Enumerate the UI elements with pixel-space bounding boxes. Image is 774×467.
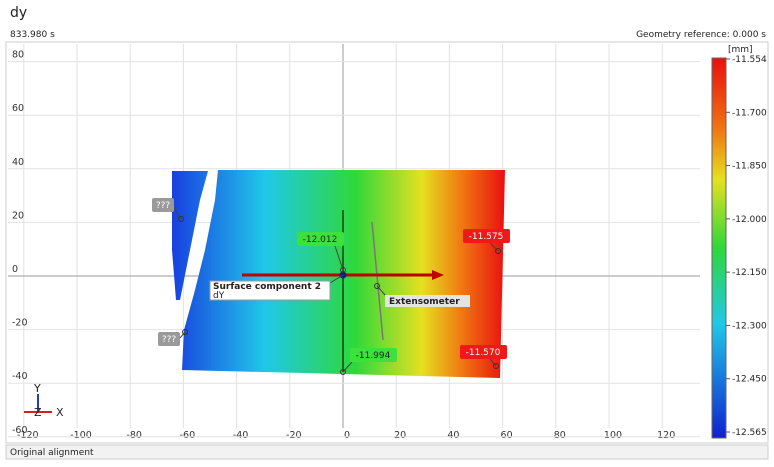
x-tick-label: -20 <box>286 430 302 441</box>
point-marker <box>178 216 184 222</box>
leader <box>489 358 497 367</box>
label-box <box>350 348 397 362</box>
point-value: -11.994 <box>356 351 391 361</box>
point-marker <box>182 329 188 335</box>
colorbar-label: -12.150 <box>732 268 767 278</box>
unknown-label: ??? <box>156 201 171 211</box>
colorbar-label: -12.565 <box>732 428 767 438</box>
y-tick-label: 80 <box>12 50 24 61</box>
point-value: -12.012 <box>303 235 338 245</box>
x-tick-label: 120 <box>657 430 675 441</box>
coordinate-triad: Y Z X <box>24 382 64 419</box>
colorbar-label: -11.554 <box>732 55 767 65</box>
point-marker <box>374 283 380 289</box>
component-box <box>209 280 331 301</box>
window-title: dy <box>10 5 27 21</box>
component-value: dY <box>213 291 225 301</box>
leader <box>179 331 186 339</box>
x-tick-label: 40 <box>447 430 459 441</box>
y-tick-label: -60 <box>12 425 28 436</box>
y-tick-label: 0 <box>12 264 18 275</box>
extensometer-line <box>371 221 384 341</box>
x-tick-label: -40 <box>233 430 249 441</box>
component-name: Surface component 2 <box>213 282 321 292</box>
extensometer-box <box>385 295 470 307</box>
geometry-reference: Geometry reference: 0.000 s <box>636 30 766 40</box>
label-box <box>152 198 174 212</box>
leader <box>329 274 344 284</box>
status-text: Original alignment <box>10 448 94 458</box>
point-value: -11.575 <box>469 232 504 242</box>
x-tick-label: 100 <box>604 430 622 441</box>
colorbar-label: -12.450 <box>732 375 767 385</box>
x-tick-label: -60 <box>180 430 196 441</box>
point-marker <box>495 248 501 254</box>
colorbar-label: -11.850 <box>732 162 767 172</box>
x-tick-label: -120 <box>17 430 39 441</box>
colorbar-unit: [mm] <box>728 45 753 55</box>
y-tick-label: -40 <box>12 371 28 382</box>
colorbar-label: -11.700 <box>732 108 767 118</box>
x-tick-label: 60 <box>501 430 513 441</box>
time-label: 833.980 s <box>10 30 55 40</box>
x-tick-label: -80 <box>126 430 142 441</box>
colorbar-labels: -11.554 -11.700 -11.850 -12.000 -12.150 -12.3… <box>726 55 767 438</box>
leader <box>489 242 499 252</box>
extensometer-label: Extensometer <box>389 297 460 307</box>
y-tick-label: 60 <box>12 103 24 114</box>
label-box <box>460 345 507 359</box>
y-tick-label: -20 <box>12 318 28 329</box>
point-marker <box>340 267 346 273</box>
colorbar <box>711 57 727 439</box>
x-tick-label: 80 <box>554 430 566 441</box>
y-tick-label: 20 <box>12 210 24 221</box>
unknown-label: ??? <box>162 335 177 345</box>
colorbar-label: -12.000 <box>732 215 767 225</box>
label-box <box>463 229 510 243</box>
point-value: -11.570 <box>466 348 501 358</box>
point-marker <box>340 369 346 375</box>
leader <box>334 245 344 271</box>
surface-strip <box>172 171 208 300</box>
y-tick-label: 40 <box>12 157 24 168</box>
annotations: ??? ??? -12.012 -11.575 -11.994 -11.570 … <box>152 198 510 375</box>
x-tick-label: 0 <box>344 430 350 441</box>
x-tick-label: -100 <box>70 430 92 441</box>
triad-y: Y <box>33 382 41 395</box>
point-marker <box>493 363 499 369</box>
x-tick-label: 20 <box>394 430 406 441</box>
triad-z: Z <box>34 406 42 419</box>
arrow-head <box>432 270 444 280</box>
label-box <box>158 332 180 346</box>
status-bar <box>5 444 769 460</box>
triad-x: X <box>56 406 64 419</box>
label-box <box>297 232 344 246</box>
colorbar-label: -12.300 <box>732 321 767 331</box>
